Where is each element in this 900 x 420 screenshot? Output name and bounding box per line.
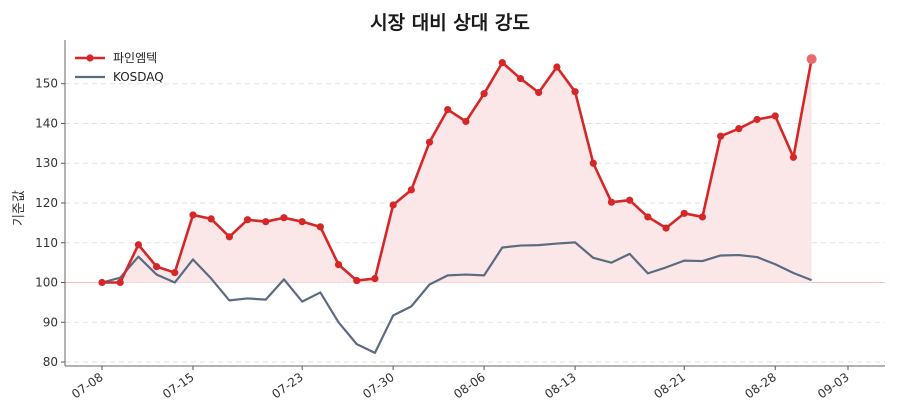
stock-point bbox=[589, 159, 597, 167]
stock-point bbox=[644, 213, 652, 221]
x-axis: 07-08 07-15 07-23 07-30 08-06 08-13 08-21 08-28… bbox=[65, 365, 885, 401]
chart-title: 시장 대비 상대 강도 bbox=[370, 12, 530, 34]
x-tick-label: 08-21 bbox=[651, 370, 688, 401]
stock-point bbox=[407, 186, 415, 194]
stock-point bbox=[626, 196, 634, 204]
stock-point bbox=[425, 138, 434, 146]
stock-point bbox=[735, 125, 743, 133]
stock-point bbox=[298, 218, 306, 226]
stock-point bbox=[789, 153, 798, 161]
y-tick-label: 110 bbox=[35, 236, 58, 250]
stock-point bbox=[516, 74, 525, 83]
stock-point bbox=[225, 233, 233, 241]
stock-point bbox=[353, 276, 361, 285]
stock-point bbox=[535, 88, 543, 97]
stock-point bbox=[189, 211, 197, 219]
stock-point bbox=[571, 88, 579, 96]
stock-point bbox=[98, 278, 106, 287]
legend: 파인엠텍 KOSDAQ bbox=[75, 51, 164, 84]
y-tick-label: 140 bbox=[35, 116, 58, 130]
stock-point bbox=[662, 224, 670, 232]
y-axis-label: 기준값 bbox=[12, 190, 27, 226]
stock-point bbox=[134, 241, 142, 249]
y-tick-label: 90 bbox=[43, 315, 58, 329]
legend-kosdaq-label: KOSDAQ bbox=[113, 70, 164, 84]
stock-point bbox=[152, 263, 161, 271]
x-tick-label: 07-08 bbox=[69, 370, 106, 401]
outperformance-area bbox=[102, 59, 812, 283]
y-tick-label: 80 bbox=[43, 355, 58, 369]
stock-line bbox=[102, 58, 813, 284]
legend-stock-marker bbox=[86, 54, 94, 62]
stock-point bbox=[171, 268, 179, 277]
y-tick-label: 150 bbox=[35, 77, 58, 91]
stock-point bbox=[243, 216, 252, 224]
stock-point bbox=[680, 209, 688, 217]
y-tick-label: 120 bbox=[35, 196, 58, 210]
stock-point bbox=[371, 274, 379, 283]
stock-point bbox=[207, 215, 215, 223]
stock-point bbox=[753, 115, 761, 124]
x-tick-label: 07-15 bbox=[160, 370, 197, 401]
legend-stock-label: 파인엠텍 bbox=[113, 51, 157, 65]
x-tick-label: 08-13 bbox=[542, 370, 579, 401]
stock-point bbox=[607, 198, 616, 206]
stock-point bbox=[698, 213, 707, 221]
stock-point bbox=[116, 278, 124, 287]
stock-point bbox=[480, 90, 488, 98]
x-tick-label: 07-23 bbox=[269, 370, 306, 401]
x-tick-label: 07-30 bbox=[360, 370, 397, 401]
x-tick-label: 09-03 bbox=[815, 370, 852, 401]
stock-point bbox=[444, 105, 452, 114]
stock-point bbox=[316, 223, 324, 231]
plot-area bbox=[98, 54, 817, 354]
stock-point bbox=[389, 201, 397, 209]
stock-point bbox=[498, 59, 506, 67]
x-tick-label: 08-28 bbox=[742, 370, 779, 401]
y-axis: 80 90 100 110 120 130 140 150 bbox=[35, 40, 66, 369]
stock-point bbox=[280, 214, 288, 222]
stock-point bbox=[553, 63, 561, 71]
stock-point bbox=[771, 112, 779, 120]
stock-point bbox=[462, 117, 470, 126]
stock-point bbox=[717, 132, 725, 140]
stock-point bbox=[806, 54, 817, 65]
stock-point bbox=[262, 218, 270, 226]
stock-point bbox=[334, 261, 343, 269]
y-tick-label: 100 bbox=[35, 276, 58, 290]
y-tick-label: 130 bbox=[35, 156, 58, 170]
x-tick-label: 08-06 bbox=[451, 370, 488, 401]
kosdaq-line bbox=[101, 241, 813, 354]
